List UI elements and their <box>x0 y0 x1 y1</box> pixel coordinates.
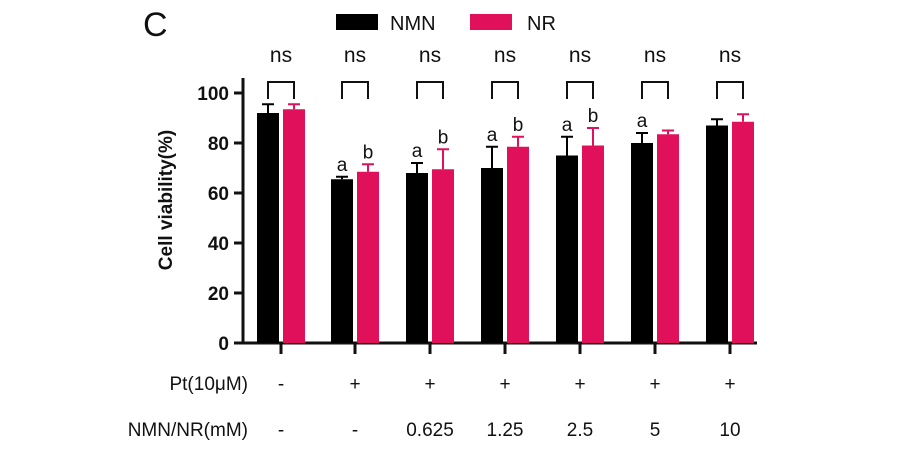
bar-nr <box>507 146 529 343</box>
comparison-bracket <box>566 81 594 99</box>
bar-nr <box>283 109 305 343</box>
comparison-bracket <box>641 81 669 99</box>
comparison-bracket <box>416 81 444 99</box>
significance-letter: a <box>487 125 498 146</box>
ns-label: ns <box>270 44 292 67</box>
ns-label: ns <box>419 44 441 67</box>
ns-label: ns <box>719 44 741 67</box>
y-axis-label: Cell viability(%) <box>156 130 177 270</box>
y-tick-label: 100 <box>197 84 229 105</box>
bar-nmn <box>406 173 428 343</box>
legend-label-nmn: NMN <box>390 13 436 35</box>
bar-nr <box>732 121 754 343</box>
condition-table: Pt(10μM) NMN/NR(mM) - + + + + + + - - 0.625 1.25 2.… <box>128 374 741 441</box>
bar-nr <box>432 169 454 343</box>
row-label-pt: Pt(10μM) <box>169 374 248 395</box>
ns-label: ns <box>344 44 366 67</box>
bar-nr <box>582 145 604 343</box>
condition-value: + <box>724 374 735 395</box>
condition-value: + <box>649 374 660 395</box>
condition-value: - <box>278 420 284 441</box>
comparison-bracket <box>267 81 295 99</box>
row-label-dose: NMN/NR(mM) <box>128 420 248 441</box>
ns-label: ns <box>569 44 591 67</box>
panel-label: C <box>143 6 168 44</box>
legend-swatch-nmn <box>336 14 378 30</box>
significance-letter: a <box>337 155 348 176</box>
y-tick-label: 40 <box>208 234 229 255</box>
y-tick-label: 0 <box>218 334 229 355</box>
y-tick-label: 60 <box>208 184 229 205</box>
y-tick-label: 20 <box>208 284 229 305</box>
ns-label: ns <box>494 44 516 67</box>
bar-nmn <box>631 143 653 343</box>
significance-letter: b <box>588 106 599 127</box>
bar-nmn <box>706 125 728 343</box>
condition-value: + <box>424 374 435 395</box>
comparison-bracket <box>491 81 519 99</box>
condition-value: - <box>278 374 284 395</box>
condition-value: 2.5 <box>567 420 593 441</box>
condition-value: + <box>499 374 510 395</box>
significance-letter: a <box>562 115 573 136</box>
condition-value: 5 <box>650 420 661 441</box>
significance-letter: b <box>363 142 374 163</box>
y-tick-label: 80 <box>208 134 229 155</box>
legend-label-nr: NR <box>527 13 556 35</box>
ns-label: ns <box>644 44 666 67</box>
bar-nmn <box>481 168 503 343</box>
legend: NMN NR <box>336 13 556 35</box>
bar-nmn <box>257 113 279 343</box>
significance-letter: b <box>438 127 449 148</box>
bar-nr <box>357 171 379 343</box>
significance-letter: b <box>513 115 524 136</box>
legend-swatch-nr <box>470 14 512 30</box>
bar-nr <box>657 134 679 343</box>
significance-letter: a <box>637 111 648 132</box>
bar-nmn <box>556 155 578 343</box>
comparison-bracket <box>341 81 369 99</box>
comparison-bracket <box>716 81 744 99</box>
significance-letter: a <box>412 141 423 162</box>
condition-value: 1.25 <box>487 420 524 441</box>
bar-nmn <box>331 179 353 343</box>
condition-value: 10 <box>719 420 740 441</box>
condition-value: + <box>349 374 360 395</box>
condition-value: + <box>574 374 585 395</box>
condition-value: - <box>352 420 358 441</box>
condition-value: 0.625 <box>406 420 454 441</box>
